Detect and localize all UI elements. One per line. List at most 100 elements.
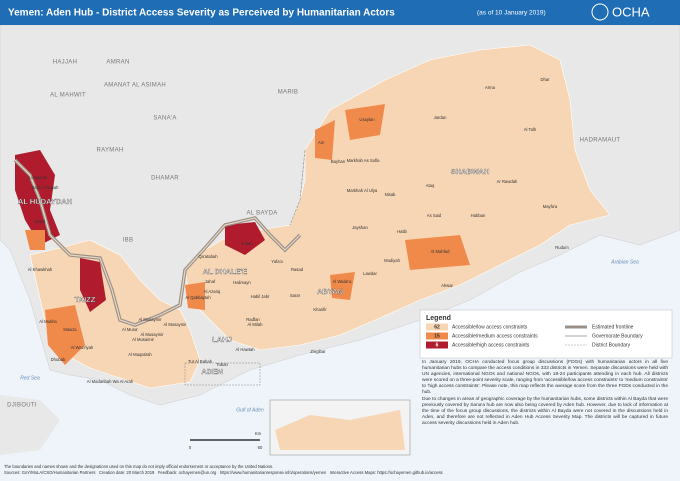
- district-label: Al Musaymir: [163, 322, 187, 327]
- medium-area: [315, 120, 335, 160]
- legend-swatch: [426, 332, 448, 340]
- medium-area: [330, 272, 355, 300]
- legend-swatch: [426, 323, 448, 331]
- legend-count: 15: [434, 333, 440, 339]
- scale-label: 0: [189, 445, 192, 450]
- disclaimer: The boundaries and names shown and the d…: [4, 464, 274, 469]
- governorate-label: MARIB: [278, 90, 299, 96]
- aden-box: [184, 362, 261, 386]
- governorate-label: DHAMAR: [151, 176, 179, 182]
- district-label: Al Mahfad: [431, 249, 451, 254]
- paragraph: In January 2019, OCHA conducted focus gr…: [422, 360, 669, 395]
- sea-label: Arabian Sea: [610, 259, 639, 265]
- legend-count: 62: [434, 324, 440, 330]
- governorate-label: ABYAN: [317, 287, 343, 296]
- district-label: Radfan: [246, 317, 260, 322]
- district-label: Al Madaribah Wa Al Arah: [87, 379, 134, 384]
- district-label: Ain: [318, 140, 325, 145]
- legend-title: Legend: [426, 315, 451, 322]
- governorate-label: AL DHALE'E: [203, 267, 248, 276]
- governorate-label: AMRAN: [106, 60, 129, 66]
- district-label: Sarar: [290, 293, 301, 298]
- district-label: Al Azariq: [204, 289, 221, 294]
- district-label: Mudiyah: [384, 258, 400, 263]
- district-label: Ar Rawdah: [497, 179, 518, 184]
- title: Yemen: Aden Hub - District Access Severi…: [8, 8, 395, 19]
- medium-area: [45, 305, 85, 365]
- district-label: Jayshan: [352, 225, 368, 230]
- medium-area: [25, 230, 45, 250]
- district-label: Ahwar: [441, 283, 453, 288]
- footer-line: Sources: GoY/MoLA/CSO/Humanitarian Partn…: [4, 470, 676, 476]
- district-label: Al Talh: [524, 127, 537, 132]
- interactive: Interactive Access Maps: https://ochayem…: [329, 469, 443, 475]
- description: In January 2019, OCHA conducted focus gr…: [422, 360, 668, 429]
- url: https://www.humanitarianresponse.info/op…: [219, 469, 327, 475]
- district-label: Markhah Al Ulya: [347, 188, 378, 193]
- sources: Sources: GoY/MoLA/CSO/Humanitarian Partn…: [4, 469, 96, 475]
- district-label: As Said: [427, 213, 442, 218]
- district-label: Mayfa'a: [543, 204, 558, 209]
- district-label: Al Milah: [248, 322, 264, 327]
- district-label: Habban: [471, 213, 486, 218]
- legend-label: Accessible/low access constraints: [452, 324, 528, 330]
- legend-line-label: District Boundary: [592, 342, 631, 348]
- governorate-label: HADRAMAUT: [580, 138, 621, 144]
- legend-label: Accessible/medium access constraints: [452, 333, 538, 339]
- governorate-label: SHABWAH: [451, 167, 490, 176]
- medium-area: [405, 235, 470, 270]
- governorate-label: AL MAHWIT: [50, 93, 86, 99]
- district-label: Al Maqatirah: [128, 352, 152, 357]
- district-label: Al Mukha: [39, 319, 57, 324]
- district-label: Hatib: [397, 229, 407, 234]
- district-label: Al Khawkhah: [28, 267, 53, 272]
- district-label: Al Musaymir: [138, 317, 162, 322]
- district-label: Al Musaymir: [140, 332, 164, 337]
- high-area: [80, 258, 106, 312]
- sea-label: Red Sea: [20, 375, 40, 381]
- district-label: Qa'atabah: [198, 254, 218, 259]
- district-label: Bayt Al Faqiah: [31, 185, 59, 190]
- district-label: Markhah As Sufla: [347, 158, 380, 163]
- africa: [0, 395, 60, 455]
- district-label: Dhubab: [51, 357, 66, 362]
- district-label: Jahaf: [205, 279, 216, 284]
- district-label: Tuban: [216, 362, 228, 367]
- frontline: [14, 159, 301, 326]
- medium-area: [345, 104, 385, 140]
- district-label: Halimayn: [233, 280, 251, 285]
- district-label: Al Wade'a: [333, 279, 352, 284]
- district-label: Al Wazi'iyah: [71, 345, 94, 350]
- governorate-boundary: [289, 149, 306, 226]
- header-bar: [0, 0, 680, 25]
- governorate-label: DJIBOUTI: [7, 403, 37, 409]
- footer: The boundaries and names shown and the d…: [4, 464, 676, 475]
- district-label: Al Qabbaytah: [185, 295, 211, 300]
- sea-label: Gulf of Aden: [236, 407, 264, 413]
- district-label: Juban: [241, 241, 253, 246]
- inset-land: [275, 410, 405, 450]
- logo-text: OCHA: [612, 4, 650, 19]
- district-label: Lawdar: [363, 271, 377, 276]
- legend-swatch: [426, 341, 448, 349]
- district-label: Ataq: [426, 183, 435, 188]
- governorate-label: ADEN: [201, 367, 222, 376]
- district-label: Al Musaimir: [132, 337, 154, 342]
- district-label: Rasad: [291, 267, 304, 272]
- feedback: Feedback: ochayemen@un.org: [157, 469, 217, 475]
- district-label: Luhayyah: [29, 175, 48, 180]
- district-label: Zingibar: [310, 349, 326, 354]
- medium-area: [185, 282, 205, 310]
- legend-line-label: Estimated frontline: [592, 324, 634, 330]
- governorate-label: AL BAYDA: [246, 211, 277, 217]
- district-label: Al Musa': [122, 327, 138, 332]
- legend-box: [419, 309, 673, 359]
- legend-line-label: Governorate Boundary: [592, 333, 643, 339]
- governorate-label: LAHJ: [212, 335, 232, 344]
- district-label: Bayhan: [331, 159, 346, 164]
- district-label: Yafa'a: [271, 259, 283, 264]
- district-label: Arma: [485, 85, 496, 90]
- scale-label: Km: [255, 431, 262, 436]
